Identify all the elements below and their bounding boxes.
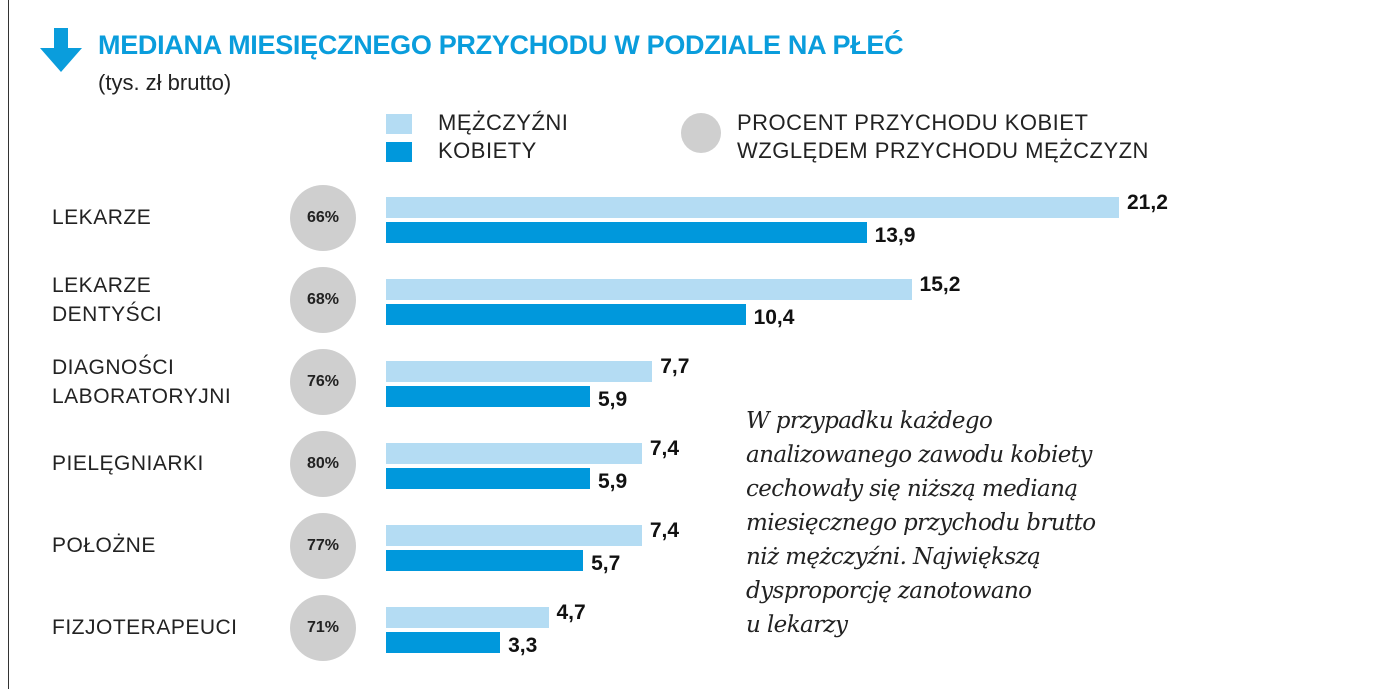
bar-women [386, 550, 584, 571]
value-label-women: 13,9 [874, 224, 916, 247]
legend-label-ratio-1: PROCENT PRZYCHODU KOBIET [737, 110, 1089, 135]
bar-men [386, 525, 642, 546]
bar-women [386, 386, 590, 407]
category-label: POŁOŻNE [52, 534, 156, 557]
arrow-down-icon [40, 28, 82, 72]
bar-men [386, 197, 1119, 218]
category-label: PIELĘGNIARKI [52, 452, 204, 475]
bar-men [386, 607, 549, 628]
bar-women [386, 304, 746, 325]
value-label-women: 10,4 [753, 306, 795, 329]
category-label: LEKARZE [52, 206, 152, 229]
value-label-women: 5,9 [597, 470, 628, 493]
bar-men [386, 443, 642, 464]
bar-women [386, 222, 867, 243]
value-label-men: 4,7 [556, 601, 586, 624]
ratio-circle: 76% [290, 349, 356, 415]
bar-men [386, 279, 912, 300]
value-label-men: 7,4 [649, 519, 680, 542]
bar-women [386, 468, 590, 489]
bar-women [386, 632, 501, 653]
category-label: DIAGNOŚCI LABORATORYJNI [52, 356, 232, 408]
legend-label-women: KOBIETY [438, 138, 537, 163]
value-label-women: 3,3 [508, 634, 538, 657]
bar-men [386, 361, 653, 382]
ratio-circle: 71% [290, 595, 356, 661]
annotation-note: W przypadku każdego analizowanego zawodu… [746, 408, 1096, 638]
legend-swatch-ratio [681, 113, 721, 153]
category-label: LEKARZE DENTYŚCI [52, 274, 163, 326]
ratio-circle: 66% [290, 185, 356, 251]
value-label-men: 15,2 [919, 273, 961, 296]
ratio-circle: 77% [290, 513, 356, 579]
ratio-circle: 80% [290, 431, 356, 497]
frame-border [8, 0, 9, 689]
legend-swatch-men [386, 114, 412, 134]
value-label-women: 5,7 [591, 552, 621, 575]
chart-subtitle: (tys. zł brutto) [98, 70, 232, 95]
category-label: FIZJOTERAPEUCI [52, 616, 238, 639]
value-label-men: 7,4 [649, 437, 680, 460]
legend-label-men: MĘŻCZYŹNI [438, 110, 569, 135]
legend-swatch-women [386, 142, 412, 162]
ratio-circle: 68% [290, 267, 356, 333]
legend-label-ratio-2: WZGLĘDEM PRZYCHODU MĘŻCZYZN [737, 138, 1149, 163]
chart-title: MEDIANA MIESIĘCZNEGO PRZYCHODU W PODZIAL… [98, 30, 904, 60]
value-label-men: 21,2 [1127, 191, 1168, 214]
value-label-men: 7,7 [660, 355, 690, 378]
value-label-women: 5,9 [597, 388, 628, 411]
